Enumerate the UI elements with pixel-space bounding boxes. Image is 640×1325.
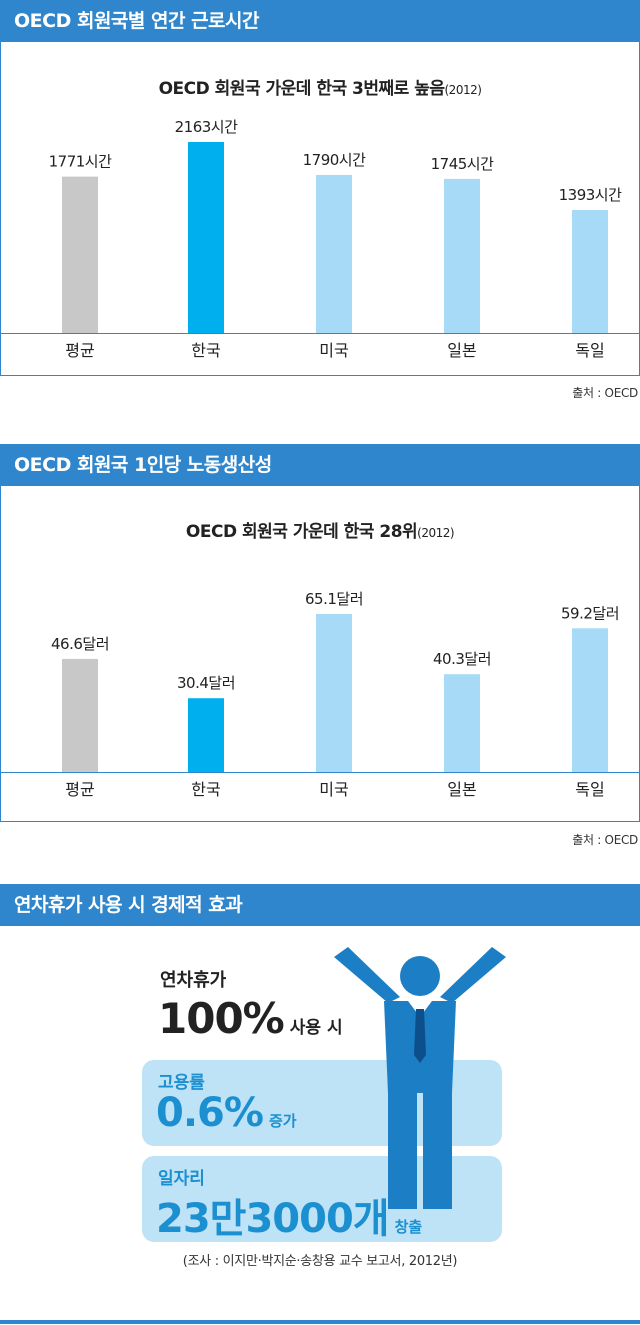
survey-footnote: (조사 : 이지만·박지순·송창용 교수 보고서, 2012년) — [182, 1254, 458, 1269]
usage-suffix: 사용 시 — [289, 1018, 343, 1038]
section1-chart-title: OECD 회원국 가운데 한국 3번째로 높음(2012) — [0, 74, 640, 99]
category-label-2: 미국 — [319, 341, 348, 360]
category-label-4: 독일 — [575, 780, 604, 799]
data-label-1: 30.4달러 — [177, 674, 235, 692]
section2-title-text: OECD 회원국 가운데 한국 28위 — [185, 522, 418, 542]
category-label-0: 평균 — [65, 341, 94, 360]
bar-1 — [188, 698, 224, 772]
bar-0 — [62, 658, 98, 772]
bar-3 — [444, 178, 480, 333]
section2-source: 출처 : OECD — [572, 833, 638, 847]
category-label-3: 일본 — [447, 341, 476, 360]
section2-chart-title: OECD 회원국 가운데 한국 28위(2012) — [0, 517, 640, 542]
category-label-0: 평균 — [65, 780, 94, 799]
section1-title-text: OECD 회원국 가운데 한국 3번째로 높음 — [158, 79, 445, 99]
bar-4 — [572, 628, 608, 772]
section1-source: 출처 : OECD — [572, 386, 638, 400]
category-label-4: 독일 — [575, 341, 604, 360]
category-label-1: 한국 — [191, 780, 220, 799]
category-label-2: 미국 — [319, 780, 348, 799]
jobs-value: 23만3000개 — [156, 1196, 390, 1242]
data-label-0: 1771시간 — [49, 153, 112, 171]
bar-0 — [62, 176, 98, 333]
section2-title-year: (2012) — [417, 526, 455, 540]
jobs-suffix: 창출 — [394, 1218, 423, 1236]
bar-2 — [316, 614, 352, 772]
employment-rate-suffix: 증가 — [268, 1112, 297, 1130]
bar-4 — [572, 209, 608, 333]
section3-header: 연차휴가 사용 시 경제적 효과 — [0, 884, 640, 926]
data-label-2: 1790시간 — [303, 151, 366, 169]
employment-rate-label: 고용률 — [158, 1073, 205, 1093]
section1-header: OECD 회원국별 연간 근로시간 — [0, 0, 640, 42]
data-label-0: 46.6달러 — [51, 635, 109, 653]
section2-header: OECD 회원국 1인당 노동생산성 — [0, 444, 640, 486]
data-label-3: 1745시간 — [431, 155, 494, 173]
usage-percent: 100% — [158, 994, 285, 1043]
employment-rate-value-line: 0.6% 증가 — [156, 1090, 297, 1136]
jobs-value-line: 23만3000개 창출 — [156, 1186, 422, 1244]
bar-3 — [444, 674, 480, 772]
data-label-2: 65.1달러 — [305, 590, 363, 608]
data-label-1: 2163시간 — [175, 118, 238, 136]
section1-title-year: (2012) — [444, 83, 482, 97]
employment-rate-value: 0.6% — [156, 1090, 264, 1136]
data-label-4: 1393시간 — [559, 186, 622, 204]
bottom-rule — [0, 1320, 640, 1324]
bar-1 — [188, 142, 224, 333]
usage-line: 100% 사용 시 — [158, 994, 343, 1043]
category-label-1: 한국 — [191, 341, 220, 360]
bar-2 — [316, 174, 352, 333]
data-label-3: 40.3달러 — [433, 650, 491, 668]
jobs-label: 일자리 — [158, 1169, 205, 1189]
data-label-4: 59.2달러 — [561, 604, 619, 622]
person-arms-raised-icon — [334, 947, 506, 1209]
annual-leave-label: 연차휴가 — [160, 970, 227, 991]
category-label-3: 일본 — [447, 780, 476, 799]
